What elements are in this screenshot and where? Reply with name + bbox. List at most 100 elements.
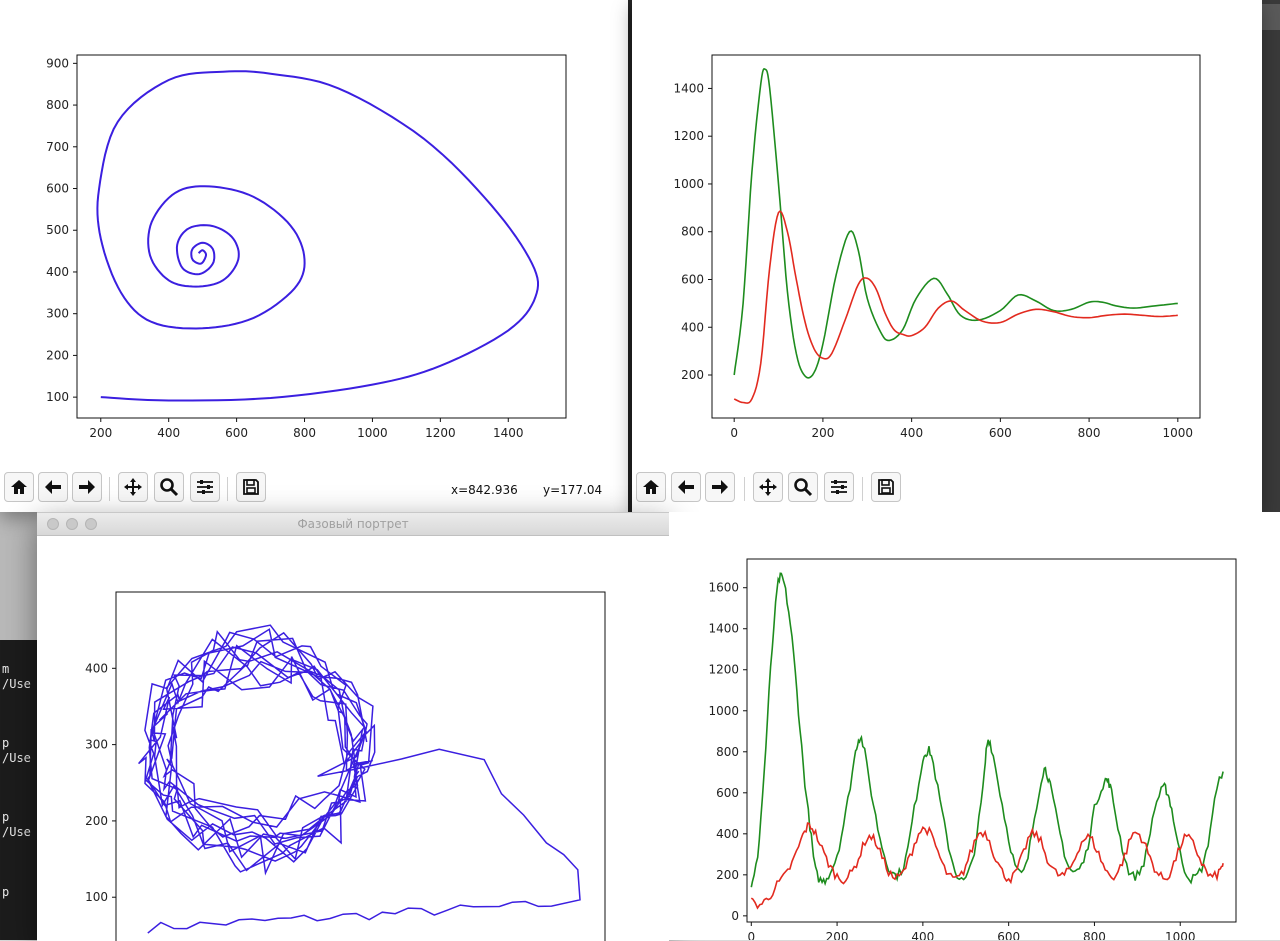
- y-tick-label: 100: [46, 390, 69, 404]
- y-tick-label: 1600: [708, 581, 739, 595]
- x-tick-label: 800: [293, 426, 316, 440]
- y-tick-label: 700: [46, 140, 69, 154]
- green-noisy-series-line: [750, 572, 1224, 888]
- configure-icon: [831, 480, 847, 494]
- red-series-line: [733, 210, 1178, 404]
- y-tick-label: 200: [85, 814, 108, 828]
- zoom-window-button[interactable]: [85, 518, 97, 530]
- noisy-time-series-chart: 0 200 400 600 800 1000 0 200 400 600 800 1000 1200 14…: [708, 558, 1237, 940]
- window-title: Фазовый портрет: [297, 517, 409, 531]
- y-tick-label: 1000: [708, 704, 739, 718]
- x-tick-label: 1200: [425, 426, 456, 440]
- zoom-icon: [794, 478, 813, 497]
- x-tick-label: 400: [900, 426, 923, 440]
- home-icon: [11, 480, 27, 494]
- phase-trajectory-line: [96, 70, 539, 402]
- home-button[interactable]: [4, 472, 34, 502]
- forward-button[interactable]: [705, 472, 735, 502]
- x-coordinate-readout: x=842.936: [451, 483, 518, 497]
- x-tick-label: 1000: [1163, 426, 1194, 440]
- noisy-phase-chart: 100 200 300 400: [85, 591, 606, 941]
- save-button[interactable]: [871, 472, 901, 502]
- y-tick-label: 400: [46, 265, 69, 279]
- y-tick-label: 200: [46, 348, 69, 362]
- plot-toolbar: [632, 472, 1262, 506]
- pan-icon: [124, 478, 142, 496]
- x-tick-label: 200: [89, 426, 112, 440]
- toolbar-separator: [109, 477, 110, 501]
- terminal-line: p: [2, 885, 10, 899]
- x-tick-label: 0: [730, 426, 738, 440]
- y-tick-label: 200: [716, 868, 739, 882]
- x-tick-label: 400: [157, 426, 180, 440]
- y-tick-label: 1400: [673, 81, 704, 95]
- x-tick-label: 200: [811, 426, 834, 440]
- time-series-chart: 0 200 400 600 800 1000 200 400 600 800 1000 1200 140…: [673, 54, 1201, 440]
- save-button[interactable]: [236, 472, 266, 502]
- configure-button[interactable]: [824, 472, 854, 502]
- close-window-button[interactable]: [47, 518, 59, 530]
- back-button[interactable]: [38, 472, 68, 502]
- y-coordinate-readout: y=177.04: [543, 483, 603, 497]
- save-icon: [878, 479, 894, 495]
- y-tick-label: 200: [681, 368, 704, 382]
- zoom-button[interactable]: [788, 472, 818, 502]
- y-tick-label: 400: [85, 661, 108, 675]
- y-tick-label: 1400: [708, 622, 739, 636]
- plot-toolbar: x=842.936 y=177.04: [0, 472, 628, 506]
- pan-button[interactable]: [753, 472, 783, 502]
- zoom-button[interactable]: [154, 472, 184, 502]
- minimize-window-button[interactable]: [66, 518, 78, 530]
- terminal-line: p: [2, 736, 10, 750]
- background-window-right: [1262, 0, 1280, 512]
- configure-button[interactable]: [190, 472, 220, 502]
- plot-frame: [115, 591, 606, 941]
- y-tick-label: 1000: [673, 177, 704, 191]
- y-tick-label: 800: [46, 98, 69, 112]
- y-tick-label: 900: [46, 56, 69, 70]
- pan-button[interactable]: [118, 472, 148, 502]
- y-tick-label: 1200: [673, 129, 704, 143]
- home-button[interactable]: [636, 472, 666, 502]
- y-tick-label: 600: [46, 182, 69, 196]
- terminal-line: /Use: [2, 677, 31, 691]
- plot-frame: [746, 558, 1237, 923]
- y-tick-label: 600: [681, 272, 704, 286]
- x-tick-label: 400: [911, 930, 934, 940]
- y-tick-label: 0: [731, 909, 739, 923]
- terminal-line: /Use: [2, 825, 31, 839]
- phase-plot-window: 200 400 600 800 1000 1200 1400 100 200 300 400 500 6…: [0, 0, 628, 512]
- x-tick-label: 0: [747, 930, 755, 940]
- toolbar-separator: [862, 477, 863, 501]
- home-icon: [643, 480, 659, 494]
- x-tick-label: 800: [1078, 426, 1101, 440]
- x-tick-label: 600: [989, 426, 1012, 440]
- toolbar-separator: [744, 477, 745, 501]
- x-tick-label: 200: [826, 930, 849, 940]
- x-tick-label: 600: [997, 930, 1020, 940]
- green-series-line: [733, 68, 1178, 379]
- red-noisy-series-line: [750, 822, 1224, 910]
- y-tick-label: 1200: [708, 663, 739, 677]
- terminal-line: p: [2, 810, 10, 824]
- back-button[interactable]: [671, 472, 701, 502]
- pan-icon: [759, 478, 777, 496]
- time-plot-window: 0 200 400 600 800 1000 200 400 600 800 1000 1200 140…: [632, 0, 1262, 512]
- phase-chart: 200 400 600 800 1000 1200 1400 100 200 300 400 500 6…: [46, 54, 567, 440]
- y-tick-label: 500: [46, 223, 69, 237]
- x-tick-label: 600: [225, 426, 248, 440]
- window-titlebar[interactable]: Фазовый портрет: [37, 513, 669, 536]
- configure-icon: [197, 480, 213, 494]
- y-tick-label: 400: [716, 827, 739, 841]
- y-tick-label: 300: [46, 307, 69, 321]
- noisy-phase-trajectory-line: [138, 624, 581, 934]
- x-tick-label: 800: [1083, 930, 1106, 940]
- save-icon: [243, 479, 259, 495]
- y-tick-label: 100: [85, 890, 108, 904]
- plot-frame: [76, 54, 567, 419]
- terminal-line: /Use: [2, 751, 31, 765]
- terminal-line: m: [2, 662, 10, 676]
- forward-button[interactable]: [72, 472, 102, 502]
- y-tick-label: 600: [716, 786, 739, 800]
- forward-icon: [712, 480, 728, 494]
